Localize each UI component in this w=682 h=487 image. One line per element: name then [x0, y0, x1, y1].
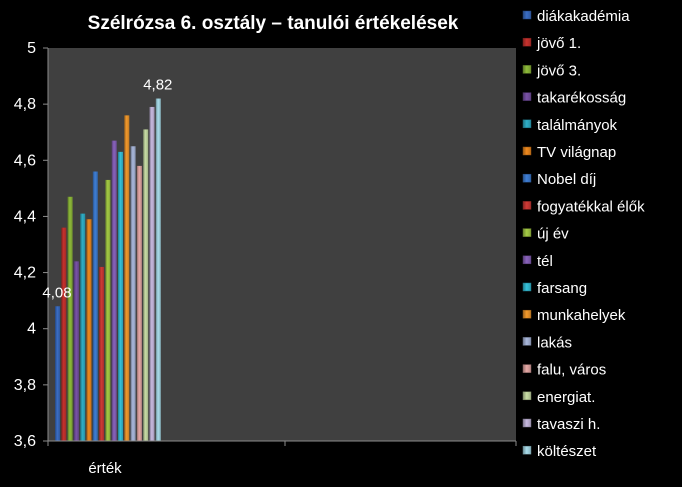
legend-swatch	[522, 201, 532, 210]
bar-munkahelyek	[124, 115, 130, 441]
legend-label: falu, város	[537, 362, 606, 379]
legend-swatch	[522, 391, 532, 401]
y-tick-label: 4,6	[14, 152, 36, 169]
bar-tél	[111, 140, 117, 441]
legend-swatch	[522, 146, 532, 156]
legend: diákakadémia jövő 1. jövő 3. takarékosság ta…	[522, 8, 645, 460]
data-label: 4,82	[143, 77, 172, 94]
legend-swatch	[522, 119, 532, 129]
y-tick-label: 4	[27, 321, 36, 338]
legend-label: fogyatékkal élők	[537, 198, 645, 215]
legend-label: munkahelyek	[537, 307, 626, 324]
legend-label: költészet	[537, 443, 597, 460]
y-tick-label: 4,4	[14, 208, 36, 225]
legend-swatch	[522, 65, 532, 74]
x-axis: érték	[47, 440, 517, 477]
bar-takarékosság	[73, 261, 79, 441]
bar-jövő-1-	[61, 227, 67, 441]
legend-label: farsang	[537, 280, 587, 297]
bar-falu-város	[136, 165, 142, 441]
bar-tavaszi-h-	[149, 106, 155, 441]
bar-farsang	[118, 151, 123, 441]
legend-swatch	[522, 255, 532, 265]
legend-swatch	[522, 337, 532, 346]
data-label: 4,08	[42, 284, 71, 301]
legend-label: TV világnap	[537, 144, 616, 161]
bar-költészet	[155, 98, 161, 442]
legend-swatch	[522, 10, 532, 20]
bar-diákakadémia	[55, 306, 60, 441]
legend-label: energiat.	[537, 389, 595, 406]
data-labels-group: 4,08 4,82	[42, 77, 172, 302]
legend-swatch	[522, 282, 532, 292]
y-tick-label: 4,2	[14, 265, 36, 282]
legend-label: jövő 1.	[536, 35, 581, 52]
bar-nobel-díj	[92, 171, 98, 441]
bar-tv-világnap	[86, 219, 92, 441]
legend-label: találmányok	[537, 117, 618, 134]
y-tick-label: 3,8	[14, 377, 36, 394]
bar-fogyatékkal-élők	[99, 266, 105, 441]
y-tick-label: 3,6	[14, 433, 36, 450]
chart-title: Szélrózsa 6. osztály – tanulói értékelés…	[88, 13, 459, 34]
bar-találmányok	[80, 213, 86, 441]
legend-swatch	[522, 228, 532, 237]
legend-label: takarékosság	[537, 90, 626, 107]
legend-label: diákakadémia	[537, 8, 630, 25]
bars-group	[55, 98, 161, 442]
x-category-label: érték	[88, 460, 122, 477]
legend-swatch	[522, 445, 532, 455]
bar-energiat-	[143, 129, 149, 441]
legend-swatch	[522, 418, 532, 428]
y-tick-label: 4,8	[14, 96, 36, 113]
legend-swatch	[522, 92, 532, 101]
legend-label: Nobel díj	[537, 171, 596, 188]
legend-swatch	[522, 364, 532, 373]
legend-label: jövő 3.	[536, 62, 581, 79]
legend-swatch	[522, 173, 532, 183]
legend-swatch	[522, 309, 532, 319]
legend-swatch	[522, 37, 532, 47]
y-tick-label: 5	[27, 40, 36, 57]
bar-új-év	[105, 179, 111, 441]
y-axis: 3,6 3,8 4 4,2 4,4 4,6 4,8 5	[14, 40, 49, 450]
bar-jövő-3-	[67, 196, 73, 441]
legend-label: tél	[537, 253, 553, 270]
legend-label: lakás	[537, 334, 572, 351]
bar-lakás	[130, 146, 136, 441]
legend-label: tavaszi h.	[537, 416, 600, 433]
legend-label: új év	[537, 226, 569, 243]
